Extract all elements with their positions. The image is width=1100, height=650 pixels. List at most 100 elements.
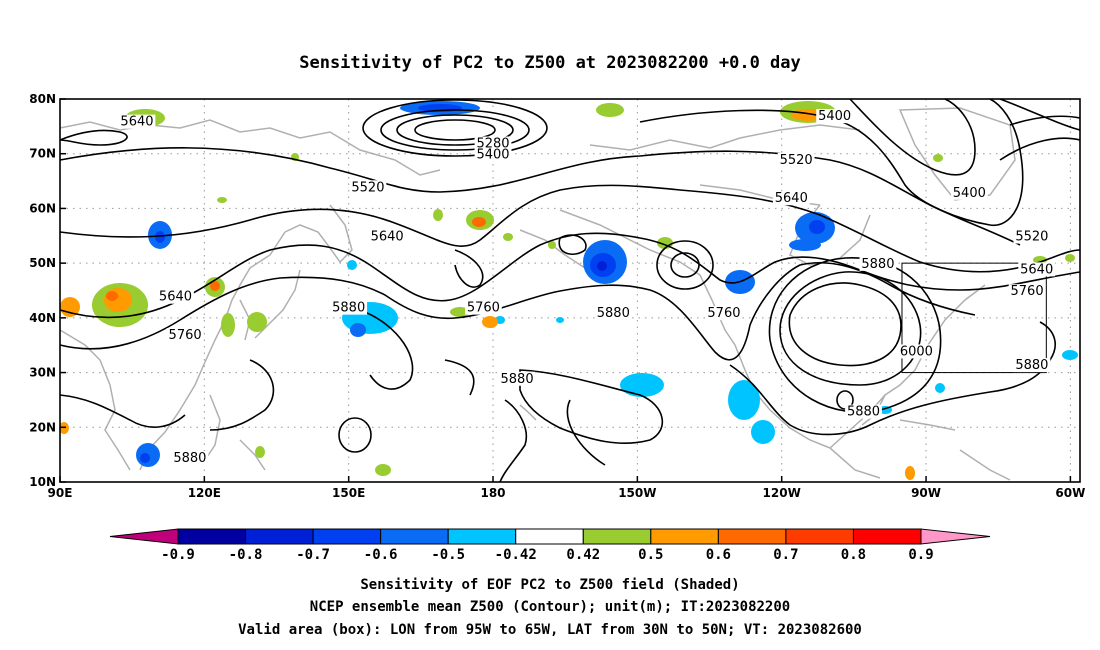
colorbar-label: 0.8: [841, 547, 866, 563]
colorbar-label: -0.9: [161, 547, 195, 563]
contour-label: 5640: [775, 191, 808, 206]
contour-label: 5520: [1015, 230, 1048, 245]
contour-label-background: [157, 289, 194, 304]
caption-line-shading: Sensitivity of EOF PC2 to Z500 field (Sh…: [360, 577, 739, 593]
contour-label: 5400: [818, 109, 851, 124]
colorbar-label: -0.5: [431, 547, 465, 563]
contour-label-background: [1008, 284, 1046, 299]
colorbar-label: -0.8: [229, 547, 263, 563]
contour-label: 5880: [1015, 358, 1048, 373]
contour-label-background: [1018, 262, 1056, 277]
contour-label: 5520: [780, 153, 813, 168]
lon-tick-label: 120E: [188, 486, 221, 500]
lon-tick-label: 180: [480, 486, 505, 500]
contour-label-background: [859, 256, 897, 271]
colorbar: -0.9 -0.8 -0.7 -0.6 -0.5 -0.42 0.42 0.5 0.6 0.7 0.…: [109, 528, 991, 563]
colorbar-label: 0.6: [706, 547, 731, 563]
caption-line-contour: NCEP ensemble mean Z500 (Contour); unit(…: [310, 599, 790, 615]
contour-label-background: [845, 404, 882, 419]
z500-contours: [59, 98, 1081, 483]
colorbar-swatch: [312, 528, 382, 545]
colorbar-label: 0.7: [773, 547, 798, 563]
contour-label-background: [474, 147, 512, 162]
contour-label-background: [368, 229, 406, 244]
contour-label-background: [464, 300, 502, 315]
lat-tick-label: 10N: [29, 475, 56, 489]
lon-tick-label: 120W: [763, 486, 801, 500]
contour-label-background: [898, 344, 935, 359]
contour-label: 5400: [476, 147, 509, 162]
contour-label-background: [330, 300, 368, 315]
colorbar-swatch: [717, 528, 787, 545]
contour-label-background: [594, 306, 632, 321]
colorbar-swatch: [785, 528, 854, 545]
lon-tick-label: 60W: [1055, 486, 1085, 500]
contour-label: 5640: [1020, 262, 1053, 277]
colorbar-label: -0.6: [364, 547, 398, 563]
contour-label: 5640: [371, 230, 404, 245]
contour-label-background: [777, 152, 815, 167]
contour-label: 5880: [861, 257, 894, 272]
contour-label: 5880: [173, 451, 206, 466]
colorbar-label: 0.5: [638, 547, 663, 563]
valid-area-box: [901, 262, 1047, 374]
contour-label-background: [166, 328, 204, 343]
figure-title: Sensitivity of PC2 to Z500 at 2023082200…: [299, 53, 801, 73]
lat-tick-label: 40N: [29, 311, 56, 325]
colorbar-swatch: [447, 528, 517, 545]
lon-tick-label: 90E: [48, 486, 73, 500]
colorbar-swatch: [380, 528, 449, 545]
map-background: [60, 99, 1080, 482]
colorbar-label: -0.7: [296, 547, 330, 563]
colorbar-label: 0.42: [566, 547, 600, 563]
contour-label: 5640: [120, 115, 153, 130]
contour-label: 5880: [847, 405, 880, 420]
colorbar-low-extend: [109, 528, 179, 545]
caption-line-valid-area: Valid area (box): LON from 95W to 65W, L…: [238, 622, 862, 638]
colorbar-swatch: [515, 528, 584, 545]
colorbar-swatch: [852, 528, 922, 545]
contour-label-background: [118, 114, 156, 129]
contour-label-background: [1013, 358, 1051, 373]
contour-label-background: [349, 180, 387, 195]
colorbar-swatch: [582, 528, 652, 545]
lat-tick-label: 50N: [29, 256, 56, 270]
colorbar-high-extend: [920, 528, 991, 545]
lon-tick-label: 150E: [332, 486, 365, 500]
contour-label: 5400: [953, 186, 986, 201]
map-frame: [59, 98, 1081, 483]
contour-label: 5880: [501, 372, 534, 387]
contour-label-background: [816, 109, 854, 124]
lat-tick-label: 70N: [29, 147, 56, 161]
lon-tick-label: 150W: [618, 486, 656, 500]
contour-label-background: [498, 371, 536, 386]
colorbar-label: -0.42: [495, 547, 537, 563]
contour-label-background: [705, 306, 743, 321]
colorbar-swatch: [245, 528, 314, 545]
lat-tick-label: 20N: [29, 420, 56, 434]
contour-label: 5520: [351, 180, 384, 195]
colorbar-label: 0.9: [908, 547, 933, 563]
contour-label-background: [950, 185, 988, 200]
lat-tick-label: 30N: [29, 366, 56, 380]
contour-label: 5880: [332, 301, 365, 316]
negative-sensitivity-regions: [136, 101, 1078, 467]
contour-label-background: [1013, 229, 1051, 244]
contour-label: 5760: [169, 328, 202, 343]
contour-label: 5880: [597, 306, 630, 321]
latitude-axis: 80N 70N 60N 50N 40N 30N 20N 10N: [29, 92, 66, 489]
contour-label-background: [171, 451, 209, 466]
colorbar-swatch: [177, 528, 247, 545]
contour-label: 5760: [467, 301, 500, 316]
longitude-axis: 90E 120E 150E 180 150W 120W 90W 60W: [48, 476, 1085, 500]
lat-tick-label: 60N: [29, 201, 56, 215]
lat-tick-label: 80N: [29, 92, 56, 106]
contour-label: 6000: [900, 344, 933, 359]
contour-label: 5760: [707, 306, 740, 321]
lon-tick-label: 90W: [911, 486, 941, 500]
contour-label: 5760: [1011, 284, 1044, 299]
contour-label-background: [474, 136, 512, 151]
